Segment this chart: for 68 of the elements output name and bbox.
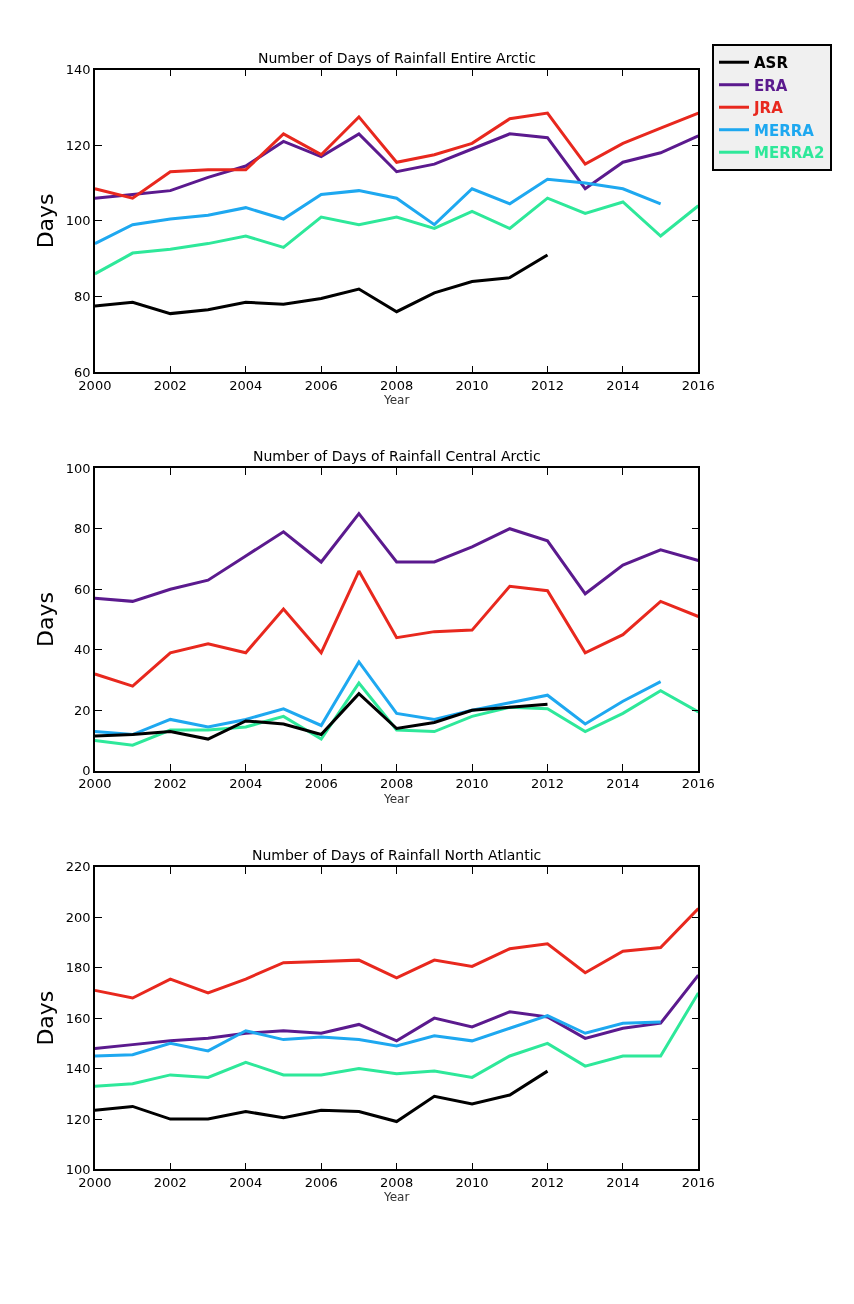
y-tick-label: 220 — [65, 859, 91, 875]
y-tick-label: 0 — [82, 763, 91, 779]
y-tick-label: 140 — [65, 1061, 91, 1077]
x-tick-label: 2006 — [304, 1174, 338, 1190]
x-tick-label: 2008 — [380, 377, 414, 393]
y-tick-label: 160 — [65, 1010, 91, 1026]
chart-title: Number of Days of Rainfall Entire Arctic — [258, 50, 536, 66]
y-axis-title: Days — [33, 592, 59, 647]
x-axis-title: Year — [382, 393, 410, 407]
x-tick-label: 2012 — [530, 1174, 565, 1190]
legend-label: JRA — [753, 99, 784, 118]
y-tick-label: 120 — [65, 137, 91, 153]
legend-label: MERRA — [754, 121, 815, 140]
y-tick-label: 80 — [74, 289, 91, 305]
y-tick-label: 180 — [65, 960, 91, 976]
x-tick-label: 2016 — [681, 1174, 715, 1190]
x-tick-label: 2014 — [606, 1174, 640, 1190]
x-tick-label: 2006 — [304, 377, 338, 393]
y-tick-label: 100 — [65, 460, 91, 476]
legend-label: ASR — [754, 54, 789, 73]
line-series — [94, 1014, 663, 1058]
y-tick-label: 100 — [65, 213, 91, 229]
x-tick-label: 2000 — [78, 377, 112, 393]
x-tick-label: 2008 — [380, 1174, 414, 1190]
y-tick-label: 40 — [74, 642, 91, 658]
y-tick-label: 140 — [65, 62, 91, 78]
line-series — [94, 177, 663, 246]
x-tick-label: 2010 — [455, 776, 489, 792]
line-series — [94, 991, 699, 1088]
y-tick-label: 80 — [74, 521, 91, 537]
x-tick-label: 2004 — [229, 1174, 263, 1190]
legend-label: ERA — [754, 76, 788, 95]
x-tick-label: 2004 — [229, 377, 263, 393]
y-tick-label: 120 — [65, 1111, 91, 1127]
line-series — [94, 111, 699, 200]
x-tick-label: 2006 — [304, 776, 338, 792]
x-tick-label: 2000 — [78, 776, 112, 792]
x-tick-label: 2008 — [380, 776, 414, 792]
x-tick-label: 2010 — [455, 1174, 489, 1190]
line-series — [94, 973, 699, 1050]
chart-title: Number of Days of Rainfall North Atlantic — [252, 847, 542, 863]
legend-label: MERRA2 — [754, 144, 825, 163]
y-tick-label: 200 — [65, 909, 91, 925]
x-axis-title: Year — [382, 1190, 410, 1205]
x-tick-label: 2016 — [681, 377, 715, 393]
x-axis-title: Year — [382, 791, 410, 806]
line-series — [94, 569, 699, 688]
y-tick-label: 60 — [74, 581, 91, 597]
x-tick-label: 2002 — [153, 776, 187, 792]
line-series — [94, 512, 699, 603]
x-tick-label: 2002 — [153, 1174, 187, 1190]
y-axis-title: Days — [33, 193, 59, 249]
x-tick-label: 2004 — [229, 776, 263, 792]
y-tick-label: 60 — [74, 364, 91, 380]
x-tick-label: 2012 — [530, 377, 565, 393]
line-series — [94, 196, 699, 276]
x-tick-label: 2014 — [606, 776, 640, 792]
y-tick-label: 20 — [74, 702, 91, 718]
x-tick-label: 2002 — [153, 377, 187, 393]
x-tick-label: 2012 — [530, 776, 565, 792]
y-axis-title: Days — [33, 990, 59, 1046]
line-series — [94, 660, 663, 737]
x-tick-label: 2010 — [455, 377, 489, 393]
x-tick-label: 2016 — [681, 776, 715, 792]
chart-title: Number of Days of Rainfall Central Arctic — [253, 448, 541, 464]
x-tick-label: 2014 — [606, 377, 640, 393]
line-series — [94, 132, 699, 200]
line-series — [94, 906, 699, 1000]
